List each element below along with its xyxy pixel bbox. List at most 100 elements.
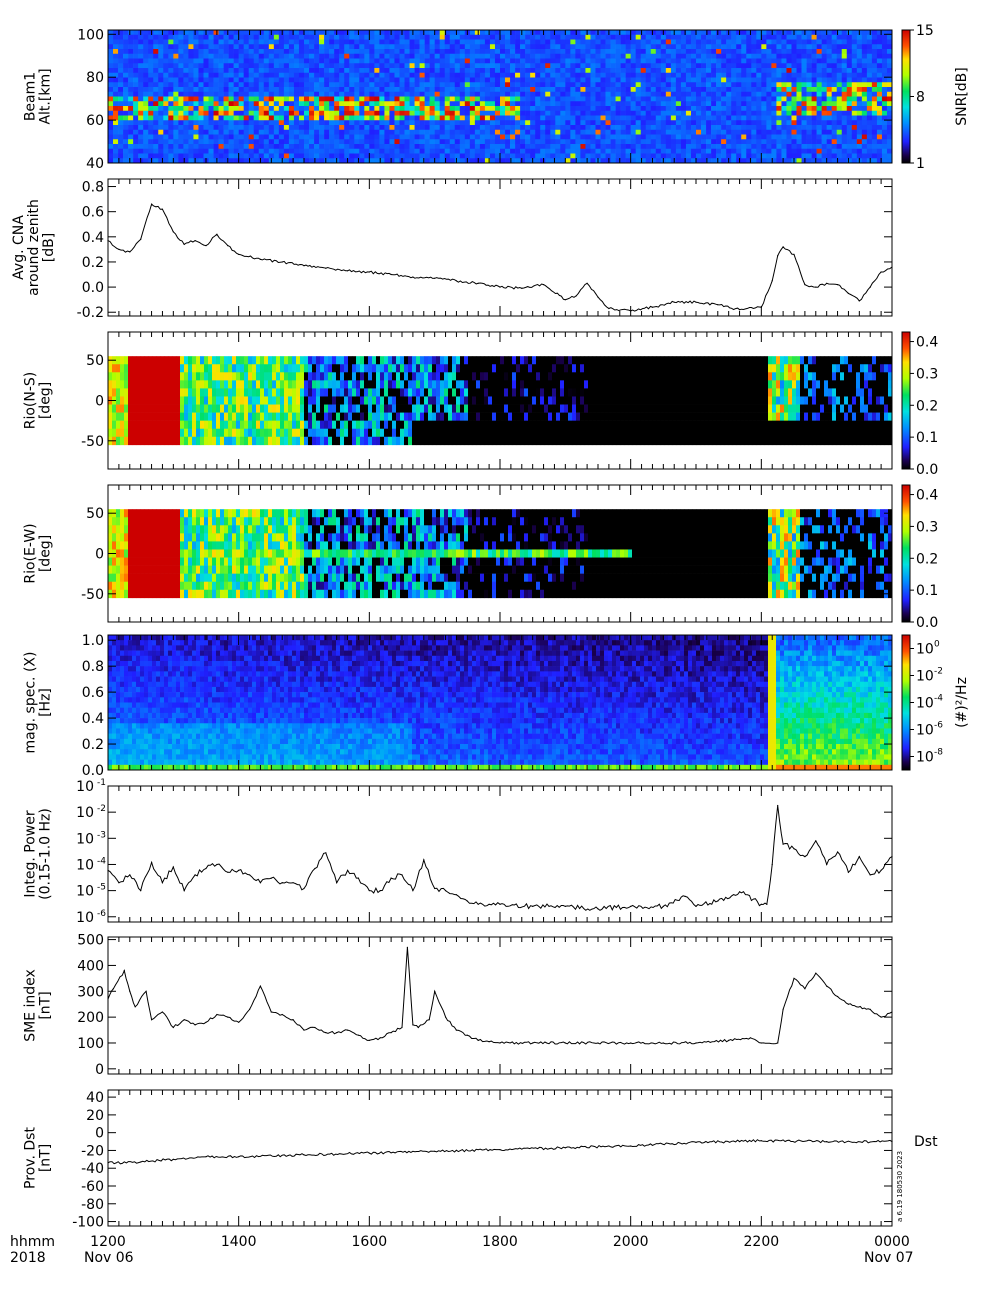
snr-cell: [228, 34, 234, 40]
snr-cell: [253, 115, 260, 121]
snr-cell: [218, 125, 224, 131]
snr-cell: [359, 39, 365, 45]
snr-cell: [560, 44, 566, 50]
snr-cell: [354, 96, 360, 102]
snr-cell: [716, 120, 722, 126]
snr-cell: [721, 120, 727, 126]
snr-cell: [816, 101, 822, 107]
snr-cell: [861, 134, 868, 140]
snr-cell: [565, 101, 571, 107]
snr-cell: [133, 68, 139, 74]
snr-cell: [238, 144, 244, 150]
snr-cell: [690, 30, 697, 36]
snr-cell: [273, 134, 280, 140]
snr-cell: [881, 125, 888, 131]
snr-cell: [575, 125, 581, 131]
snr-cell: [701, 30, 707, 36]
rio-cell: [176, 364, 181, 373]
snr-cell: [444, 72, 451, 78]
snr-cell: [389, 139, 395, 145]
snr-cell: [595, 106, 601, 112]
snr-cell: [535, 82, 541, 88]
snr-cell: [298, 63, 305, 69]
snr-cell: [288, 39, 295, 45]
rio-cell: [148, 380, 153, 389]
avg-cna-point: [390, 273, 392, 276]
snr-cell: [404, 106, 410, 112]
snr-cell: [273, 120, 280, 126]
snr-cell: [861, 58, 868, 64]
snr-cell: [736, 68, 742, 74]
snr-cell: [379, 72, 385, 78]
snr-cell: [796, 53, 802, 59]
snr-cell: [751, 148, 757, 154]
snr-cell: [796, 129, 802, 135]
snr-cell: [630, 82, 636, 88]
snr-cell: [866, 144, 873, 150]
snr-cell: [484, 82, 491, 88]
snr-cell: [726, 53, 732, 59]
snr-cell: [575, 49, 581, 55]
snr-cell: [399, 115, 405, 121]
snr-cell: [675, 120, 682, 126]
snr-cell: [359, 49, 365, 55]
snr-cell: [283, 110, 290, 116]
snr-cell: [258, 148, 265, 154]
snr-cell: [600, 77, 606, 83]
snr-cell: [213, 110, 219, 116]
snr-cell: [309, 148, 315, 154]
rio-cell: [168, 404, 173, 413]
snr-cell: [223, 129, 229, 135]
snr-cell: [550, 63, 556, 69]
snr-cell: [238, 30, 244, 36]
snr-cell: [685, 115, 692, 121]
snr-cell: [520, 72, 526, 78]
snr-cell: [565, 106, 571, 112]
snr-cell: [344, 129, 350, 135]
snr-cell: [489, 49, 496, 55]
snr-cell: [841, 39, 848, 45]
rio-cell: [108, 364, 113, 373]
snr-cell: [208, 110, 214, 116]
rio-cell: [188, 396, 193, 405]
snr-cell: [615, 34, 621, 40]
rio-cell: [180, 380, 185, 389]
snr-cell: [816, 106, 822, 112]
snr-cell: [540, 44, 546, 50]
snr-cell: [851, 125, 858, 131]
snr-cell: [334, 82, 340, 88]
snr-cell: [510, 82, 516, 88]
snr-cell: [701, 82, 707, 88]
snr-cell: [399, 134, 405, 140]
snr-cell: [595, 82, 601, 88]
rio-cell: [124, 396, 129, 405]
snr-cell: [429, 153, 435, 159]
snr-cell: [771, 77, 777, 83]
snr-cell: [118, 129, 124, 135]
snr-cell: [489, 87, 496, 93]
snr-cell: [273, 91, 280, 97]
snr-cell: [811, 129, 817, 135]
snr-cell: [856, 63, 863, 69]
snr-cell: [404, 110, 410, 116]
rio-cell: [120, 364, 125, 373]
snr-cell: [283, 44, 290, 50]
snr-cell: [293, 148, 300, 154]
snr-cell: [711, 148, 717, 154]
snr-cell: [324, 158, 330, 164]
rio-cell: [128, 380, 133, 389]
snr-cell: [238, 34, 244, 40]
snr-cell: [665, 139, 672, 145]
snr-cell: [761, 49, 767, 55]
snr-cell: [575, 77, 581, 83]
snr-cell: [208, 68, 214, 74]
snr-cell: [409, 63, 415, 69]
snr-cell: [871, 144, 878, 150]
snr-cell: [429, 53, 435, 59]
snr-cell: [500, 101, 506, 107]
snr-cell: [384, 153, 390, 159]
snr-cell: [816, 82, 822, 88]
snr-cell: [228, 148, 234, 154]
snr-cell: [233, 58, 239, 64]
